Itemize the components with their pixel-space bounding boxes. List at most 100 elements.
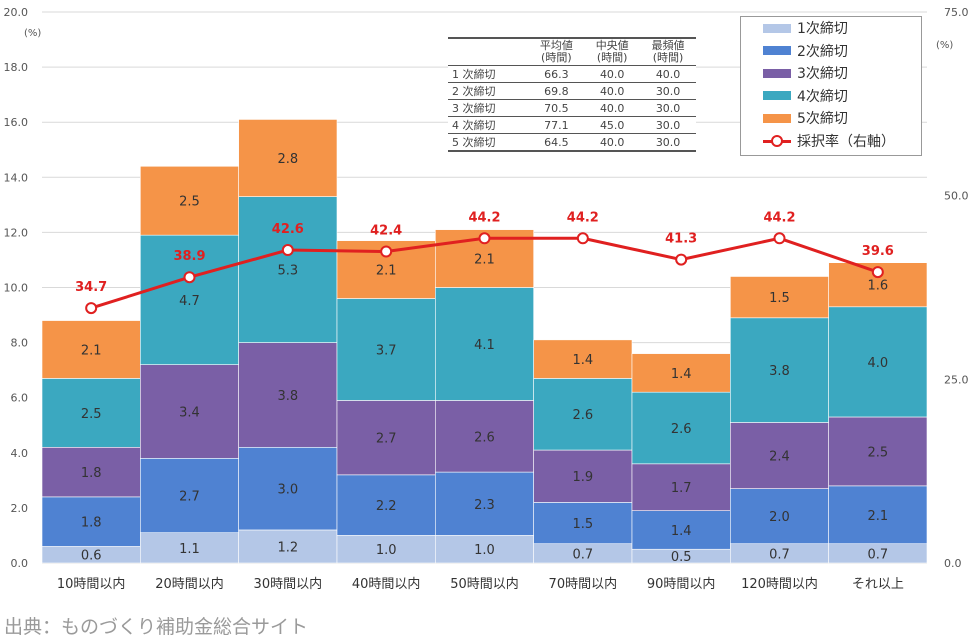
bar-data-label: 1.4	[572, 353, 593, 368]
bar-segment	[828, 416, 928, 487]
legend-swatch	[763, 113, 791, 123]
bar-data-label: 0.6	[81, 549, 102, 564]
y-left-unit: (%)	[24, 28, 41, 39]
bar-data-label: 2.5	[867, 445, 888, 460]
x-tick-label: それ以上	[852, 577, 904, 592]
bar-data-label: 5.3	[277, 264, 298, 279]
y-right-tick-label: 75.0	[944, 6, 969, 19]
y-left-tick-label: 12.0	[4, 226, 29, 239]
table-cell: 64.5	[528, 133, 585, 152]
table-cell: 40.0	[584, 99, 641, 117]
bar-segment	[140, 532, 239, 564]
table-cell: 69.8	[528, 82, 585, 100]
bar-segment	[730, 317, 829, 423]
bar-data-label: 1.8	[81, 516, 102, 531]
bar-data-label: 2.1	[376, 264, 397, 279]
bar-data-label: 4.0	[867, 356, 888, 371]
bar-segment	[41, 378, 141, 448]
rate-data-label: 38.9	[173, 249, 205, 264]
x-tick-label: 20時間以内	[155, 576, 224, 592]
bar-data-label: 1.4	[671, 524, 692, 539]
x-tick-label: 70時間以内	[549, 576, 618, 592]
rate-data-label: 44.2	[468, 210, 500, 225]
y-left-tick-label: 0.0	[11, 557, 29, 570]
bar-segment	[336, 400, 436, 476]
bar-segment	[730, 488, 829, 545]
y-right-unit: (%)	[936, 40, 953, 51]
bar-segment	[41, 320, 141, 379]
y-left-tick-label: 18.0	[4, 61, 29, 74]
bar-data-label: 3.8	[277, 389, 298, 404]
bar-data-label: 1.7	[671, 481, 692, 496]
bar-data-label: 4.7	[179, 294, 200, 309]
bar-data-label: 0.5	[671, 550, 692, 565]
rate-data-label: 42.4	[370, 224, 402, 239]
rate-data-label: 44.2	[567, 210, 599, 225]
table-cell: 4 次締切	[448, 116, 529, 134]
bar-data-label: 1.9	[572, 470, 593, 485]
bar-segment	[140, 165, 239, 236]
table-header: 最頻値 (時間)	[640, 37, 696, 66]
rate-point	[871, 266, 884, 279]
legend-swatch	[763, 68, 791, 78]
bar-data-label: 1.0	[474, 543, 495, 558]
bar-segment	[828, 485, 928, 545]
rate-point	[281, 244, 294, 257]
bar-data-label: 1.6	[867, 279, 888, 294]
bar-data-label: 2.2	[376, 499, 397, 514]
table-cell: 2 次締切	[448, 82, 529, 100]
table-row: 1 次締切 66.3 40.0 40.0	[448, 65, 696, 83]
table-header	[448, 37, 529, 66]
y-right-tick-label: 25.0	[944, 373, 969, 386]
x-tick-label: 50時間以内	[450, 576, 519, 592]
bar-data-label: 2.6	[572, 408, 593, 423]
y-right-tick-label: 50.0	[944, 190, 969, 203]
bar-segment	[435, 287, 534, 401]
table-row: 4 次締切 77.1 45.0 30.0	[448, 116, 696, 134]
bar-segment	[631, 510, 731, 550]
bar-segment	[238, 119, 338, 197]
table-cell: 40.0	[584, 82, 641, 100]
rate-data-label: 34.7	[75, 280, 107, 295]
bar-segment	[336, 298, 436, 401]
bar-data-label: 2.7	[179, 490, 200, 505]
bar-segment	[238, 196, 338, 343]
legend-item: 3次締切	[741, 62, 921, 85]
table-header: 中央値 (時間)	[584, 37, 641, 66]
bar-segment	[41, 446, 141, 498]
bar-segment	[140, 234, 239, 365]
legend-label: 5次締切	[797, 111, 848, 128]
x-tick-label: 40時間以内	[352, 576, 421, 592]
legend-label: 1次締切	[797, 21, 848, 38]
rate-data-label: 44.2	[763, 210, 795, 225]
bar-data-label: 2.5	[81, 407, 102, 422]
bar-segment	[533, 502, 633, 545]
bar-data-label: 3.8	[769, 364, 790, 379]
bar-data-label: 2.6	[474, 430, 495, 445]
bar-data-label: 1.1	[179, 542, 200, 557]
bar-data-label: 2.1	[867, 509, 888, 524]
bar-data-label: 2.3	[474, 498, 495, 513]
table-cell: 30.0	[640, 116, 696, 134]
bar-data-label: 1.4	[671, 367, 692, 382]
rate-data-label: 39.6	[862, 244, 894, 259]
table-cell: 30.0	[640, 133, 696, 152]
bar-segment	[631, 463, 731, 511]
chart: 0.0 2.0 4.0 6.0 8.0 10.0 12.0 14.0 16.0 18.0 20.0 (…	[4, 6, 969, 592]
table-cell: 77.1	[528, 116, 585, 134]
bar-segment	[828, 306, 928, 418]
bar-data-label: 2.4	[769, 450, 790, 465]
bar-segment	[435, 535, 534, 564]
legend-item: 1次締切	[741, 17, 921, 40]
bar-data-label: 2.0	[769, 510, 790, 525]
rate-point	[478, 232, 491, 245]
table-cell: 3 次締切	[448, 99, 529, 117]
legend-item-rate: 採択率（右軸）	[741, 130, 921, 153]
bar-segment	[41, 496, 141, 547]
table-row: 3 次締切 70.5 40.0 30.0	[448, 99, 696, 117]
table-cell: 70.5	[528, 99, 585, 117]
y-right-tick-label: 0.0	[944, 557, 962, 570]
y-left-tick-label: 20.0	[4, 6, 29, 19]
legend-item: 2次締切	[741, 40, 921, 63]
bar-data-label: 0.7	[769, 547, 790, 562]
